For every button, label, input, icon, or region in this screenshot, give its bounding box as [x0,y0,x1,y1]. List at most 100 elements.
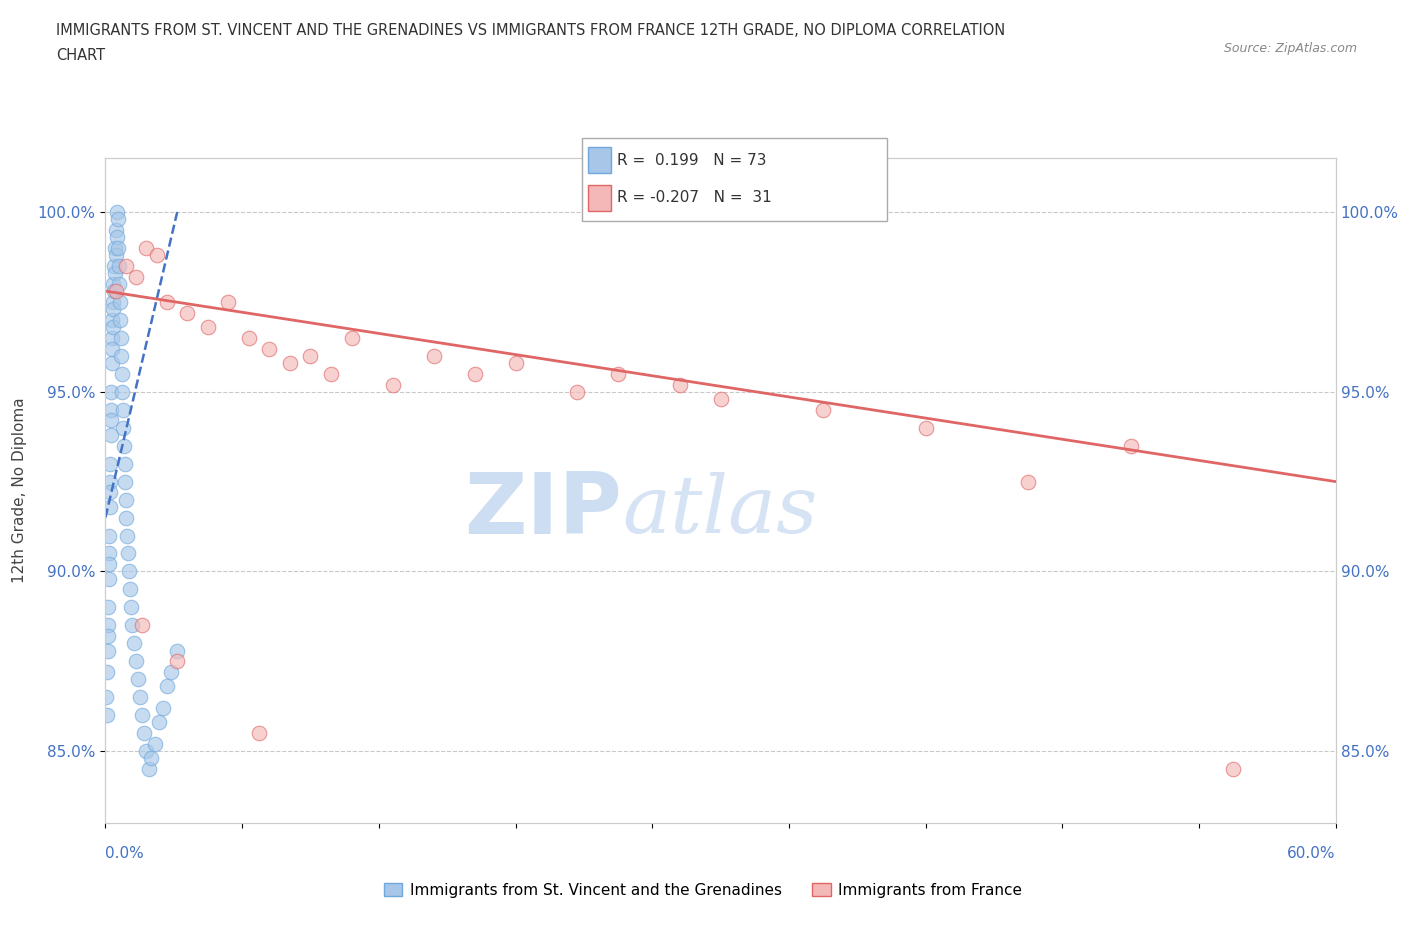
Point [381,377,404,392]
Point [115,259,138,273]
Point [103,284,125,299]
Point [122,636,145,651]
Point [98,457,121,472]
Point [118,564,141,578]
Text: 0.0%: 0.0% [105,846,145,861]
Point [505,355,527,370]
Point [125,654,148,669]
Point [107,259,129,273]
Point [565,384,588,399]
Point [96,618,118,632]
Point [111,384,134,399]
Point [340,330,363,345]
Point [100,413,122,428]
Point [1017,474,1039,489]
Point [100,384,122,399]
Point [112,420,135,435]
Point [668,377,690,392]
Point [914,420,936,435]
Point [104,266,127,281]
Point [160,665,183,680]
Point [152,700,174,715]
Point [112,438,135,453]
Text: IMMIGRANTS FROM ST. VINCENT AND THE GRENADINES VS IMMIGRANTS FROM FRANCE 12TH GR: IMMIGRANTS FROM ST. VINCENT AND THE GREN… [56,23,1005,38]
Point [98,485,121,499]
Point [104,222,127,237]
Point [101,276,124,291]
Point [238,330,260,345]
Point [96,643,118,658]
Point [96,690,118,705]
Point [97,629,120,644]
Point [108,276,131,291]
Point [166,643,188,658]
Point [114,492,136,507]
Point [110,330,132,345]
Point [97,600,120,615]
Y-axis label: 12th Grade, No Diploma: 12th Grade, No Diploma [11,398,27,583]
Point [114,474,136,489]
Point [104,284,127,299]
Point [811,403,834,418]
Point [100,355,122,370]
Point [139,751,162,765]
Point [135,241,157,256]
Point [121,618,143,632]
Point [129,690,152,705]
Point [156,295,179,310]
Point [607,366,630,381]
Point [103,301,125,316]
Point [145,247,167,262]
Point [100,330,122,345]
Point [134,725,156,740]
Point [120,582,141,597]
Point [278,355,301,370]
Text: CHART: CHART [56,48,105,63]
Text: atlas: atlas [621,472,817,550]
Point [166,654,188,669]
Point [101,341,124,356]
Point [218,295,240,310]
Point [138,762,160,777]
Point [98,499,121,514]
Point [101,320,124,335]
Point [96,708,118,723]
Point [105,247,128,262]
Point [156,679,179,694]
Point [1222,762,1244,777]
FancyBboxPatch shape [582,138,887,220]
Point [176,305,198,320]
Point [96,665,118,680]
Point [100,428,122,443]
Point [105,230,128,245]
Point [1119,438,1142,453]
Point [120,600,142,615]
Point [111,366,134,381]
Point [299,349,322,364]
Point [110,312,132,327]
Point [107,212,129,227]
Point [97,571,120,586]
Point [98,557,121,572]
Point [104,241,127,256]
Point [97,528,120,543]
FancyBboxPatch shape [588,147,610,173]
Point [107,241,129,256]
Point [197,320,219,335]
Point [108,295,131,310]
Point [131,708,153,723]
Legend: Immigrants from St. Vincent and the Grenadines, Immigrants from France: Immigrants from St. Vincent and the Gren… [378,876,1028,904]
Point [103,259,125,273]
Point [101,312,124,327]
Point [98,474,121,489]
Point [135,744,157,759]
Point [148,715,170,730]
Point [97,546,120,561]
FancyBboxPatch shape [588,185,610,211]
Point [464,366,486,381]
Text: R =  0.199   N = 73: R = 0.199 N = 73 [617,153,766,168]
Point [247,725,270,740]
Text: Source: ZipAtlas.com: Source: ZipAtlas.com [1223,42,1357,55]
Point [110,349,132,364]
Point [114,457,136,472]
